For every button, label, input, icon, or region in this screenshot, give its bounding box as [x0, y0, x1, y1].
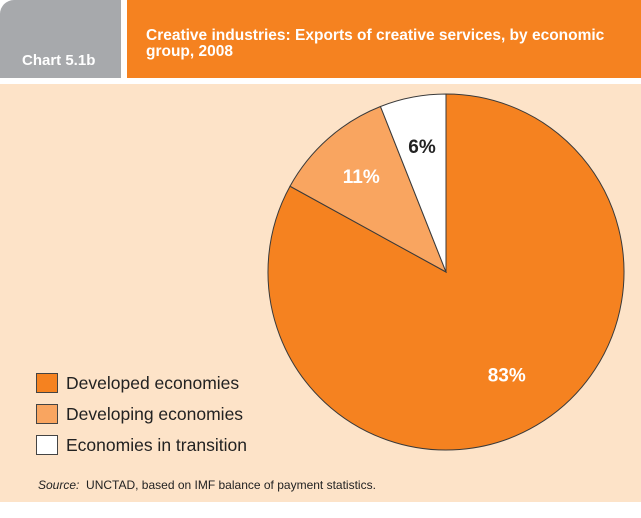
legend-swatch-developed: [36, 373, 58, 393]
source-label: Source:: [38, 478, 80, 492]
pie-slice-developing: [289, 105, 447, 274]
chart-title: Creative industries: Exports of creative…: [146, 27, 605, 60]
pie-label-developed: 83%: [488, 366, 526, 387]
legend-label-developing: Developing economies: [66, 404, 244, 424]
chart-number-tab: Chart 5.1b: [0, 0, 121, 78]
legend-swatch-developing: [36, 404, 58, 424]
pie-label-developing: 11%: [343, 167, 380, 188]
pie-slice-transition: [379, 93, 447, 273]
legend-label-transition: Economies in transition: [66, 435, 247, 455]
source-text: UNCTAD, based on IMF balance of payment …: [86, 478, 376, 492]
pie-label-transition: 6%: [408, 137, 436, 158]
source-note: Source: UNCTAD, based on IMF balance of …: [38, 478, 376, 492]
bottom-rule: [0, 509, 641, 518]
title-banner: Creative industries: Exports of creative…: [127, 0, 641, 78]
legend-swatch-transition: [36, 435, 58, 455]
chart-number: Chart 5.1b: [22, 52, 96, 69]
legend-label-developed: Developed economies: [66, 373, 240, 393]
pie-slice-developed: [267, 93, 625, 451]
